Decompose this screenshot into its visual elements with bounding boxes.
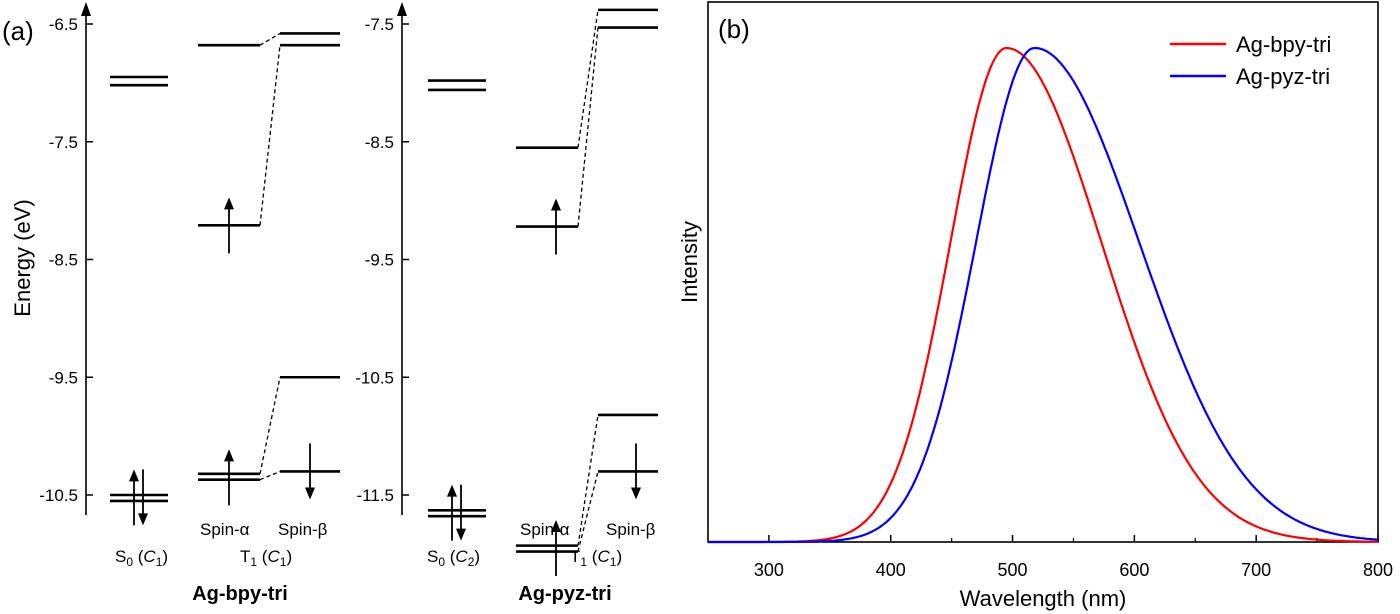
y-tick-label: -8.5	[49, 251, 78, 270]
spin-down-arrow-icon	[631, 487, 641, 500]
bpy-molecule-name: Ag-bpy-tri	[192, 583, 288, 605]
spin-down-arrow-icon	[456, 528, 466, 541]
connector-dashed-line	[577, 471, 599, 552]
bpy-yticks: -6.5 -7.5 -8.5 -9.5 -10.5	[39, 15, 93, 505]
axis-arrowhead-icon	[81, 2, 91, 16]
y-tick-label: -9.5	[365, 251, 394, 270]
connector-dashed-line	[577, 414, 599, 546]
y-tick-label: -11.5	[357, 486, 395, 505]
legend: Ag-bpy-tri Ag-pyz-tri	[1170, 32, 1331, 89]
intensity-axis-label: Intensity	[677, 221, 702, 303]
x-tick-label: 300	[754, 560, 784, 580]
y-tick-label: -7.5	[365, 15, 394, 34]
y-tick-label: -6.5	[49, 15, 78, 34]
pyz-molecule-name: Ag-pyz-tri	[518, 583, 611, 605]
connector-dashed-line	[577, 9, 599, 148]
connector-dashed-line	[259, 470, 281, 481]
pyz-t1-label: T1 (C1)	[570, 547, 622, 569]
panel-a: (a) Energy (eV) -6.5 -7.5 -8.5 -9.5 -10.5 -7…	[2, 2, 658, 605]
energy-axis-label: Energy (eV)	[10, 199, 35, 316]
connector-dashed-line	[259, 377, 281, 474]
spin-up-arrow-icon	[129, 469, 139, 482]
x-tick-label: 400	[876, 560, 906, 580]
pyz-spin-alpha-label: Spin-α	[520, 520, 570, 539]
spin-up-arrow-icon	[551, 519, 561, 532]
x-axis-ticks: 300 400 500 600 700 800	[754, 535, 1393, 580]
y-tick-label: -10.5	[355, 368, 394, 387]
spectra-curves	[708, 46, 1379, 544]
spin-down-arrow-icon	[138, 513, 148, 526]
bpy-spin-alpha-label: Spin-α	[200, 520, 250, 539]
connector-dashed-line	[259, 45, 281, 226]
pyz-energy-axis	[397, 2, 407, 515]
spin-up-arrow-icon	[447, 484, 457, 497]
legend-label: Ag-pyz-tri	[1236, 64, 1330, 89]
y-tick-label: -9.5	[49, 368, 78, 387]
spin-up-arrow-icon	[224, 197, 234, 210]
bpy-s0-label: S0 (C1)	[115, 547, 168, 569]
bpy-t1-label: T1 (C1)	[240, 547, 292, 569]
x-tick-label: 600	[1119, 560, 1149, 580]
plot-frame	[707, 1, 1379, 543]
legend-label: Ag-bpy-tri	[1236, 32, 1331, 57]
bpy-energy-axis	[81, 2, 91, 515]
connector-dashed-line	[577, 27, 599, 227]
y-tick-label: -8.5	[365, 133, 394, 152]
spin-up-arrow-icon	[224, 449, 234, 462]
x-tick-label: 800	[1363, 560, 1393, 580]
pyz-s0-label: S0 (C2)	[427, 547, 480, 569]
spin-up-arrow-icon	[551, 198, 561, 211]
bpy-level-diagram	[110, 32, 340, 526]
wavelength-axis-label: Wavelength (nm)	[960, 586, 1127, 611]
axis-arrowhead-icon	[397, 2, 407, 16]
series-line-Ag-pyz-tri	[708, 46, 1379, 544]
x-tick-label: 700	[1241, 560, 1271, 580]
panel-b: (b) Intensity Wavelength (nm) 300 400 500 6…	[677, 1, 1393, 611]
x-tick-label: 500	[998, 560, 1028, 580]
connector-dashed-line	[259, 32, 281, 46]
panel-b-label: (b)	[718, 14, 750, 44]
y-tick-label: -7.5	[49, 133, 78, 152]
spin-down-arrow-icon	[305, 487, 315, 500]
series-line-Ag-bpy-tri	[708, 46, 1379, 544]
pyz-yticks: -7.5 -8.5 -9.5 -10.5 -11.5	[355, 15, 409, 505]
panel-a-label: (a)	[2, 16, 34, 46]
y-tick-label: -10.5	[39, 486, 78, 505]
bpy-spin-beta-label: Spin-β	[278, 520, 328, 539]
pyz-level-diagram	[428, 8, 658, 576]
pyz-spin-beta-label: Spin-β	[606, 520, 656, 539]
